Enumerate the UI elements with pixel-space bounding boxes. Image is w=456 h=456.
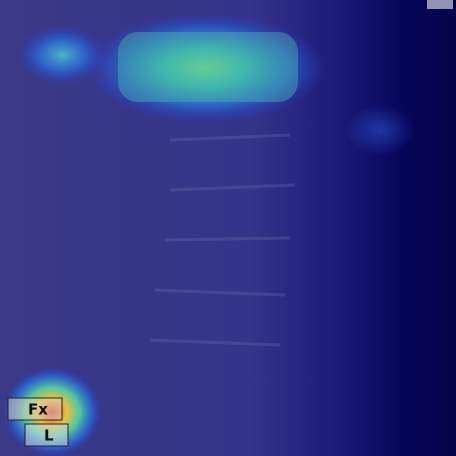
heatmap-core bbox=[118, 32, 298, 102]
fx-marker-box bbox=[7, 397, 63, 421]
side-marker-box bbox=[24, 423, 69, 447]
vertebrae bbox=[149, 133, 296, 347]
side-marker: L bbox=[44, 427, 54, 445]
heatmap-faint bbox=[345, 105, 415, 155]
corner-tag bbox=[427, 0, 453, 9]
heatmap-top bbox=[85, 13, 325, 123]
heatmap-left bbox=[17, 25, 107, 85]
fx-marker: Fx bbox=[28, 401, 48, 419]
